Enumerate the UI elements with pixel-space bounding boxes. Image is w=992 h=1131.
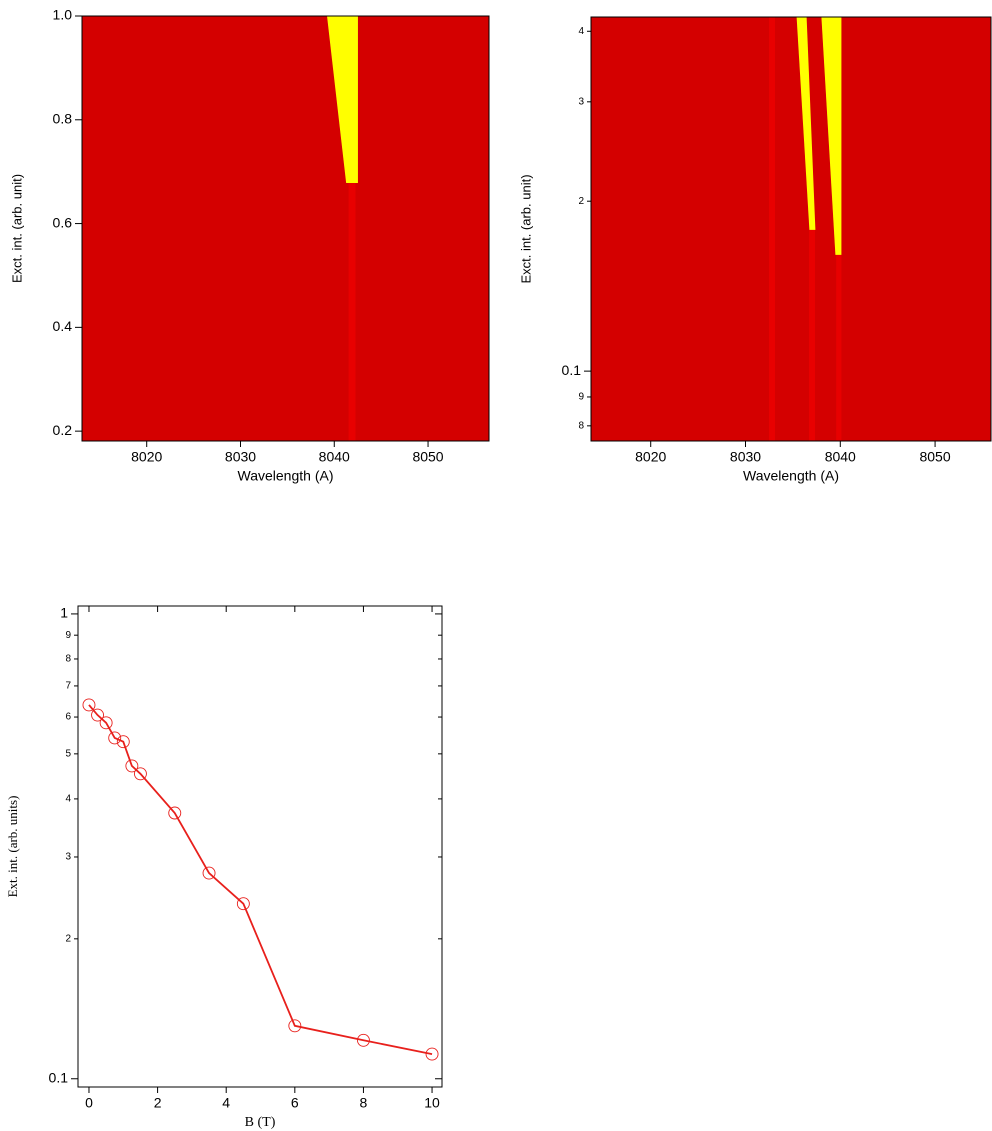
- y-tick-label: 9: [578, 392, 584, 403]
- y-tick-label: 3: [578, 96, 584, 107]
- x-axis-label: B (T): [245, 1115, 276, 1130]
- y-tick-label: 2: [65, 933, 71, 944]
- data-line: [88, 704, 433, 1055]
- x-tick-label: 8030: [225, 449, 256, 465]
- x-axis-label: Wavelength (A): [743, 468, 839, 484]
- y-tick-label: 4: [65, 794, 71, 805]
- data-point: [202, 866, 216, 880]
- y-tick-label: 0.2: [53, 422, 73, 438]
- data-point: [288, 1019, 302, 1033]
- y-tick-label: 0.8: [53, 110, 73, 126]
- data-point: [99, 716, 113, 730]
- data-point: [108, 731, 122, 745]
- heatmap-streak: [809, 229, 815, 441]
- y-axis-label: Exct. int. (arb. unit): [9, 174, 24, 283]
- x-tick-label: 8020: [635, 449, 666, 465]
- x-tick-label: 2: [154, 1095, 162, 1111]
- y-axis-label: Exct. int. (arb. unit): [518, 174, 533, 283]
- heatmap-bright-region: [821, 17, 842, 255]
- heatmap-streak: [769, 17, 775, 441]
- x-tick-label: 8: [360, 1095, 368, 1111]
- y-tick-label: 0.6: [53, 214, 73, 230]
- y-tick-label: 8: [65, 654, 71, 665]
- data-point: [425, 1047, 439, 1061]
- y-tick-label: 0.1: [49, 1069, 69, 1085]
- data-point: [125, 759, 139, 773]
- x-tick-label: 8050: [919, 449, 950, 465]
- plot-frame: [590, 16, 992, 442]
- x-tick-label: 0: [85, 1095, 93, 1111]
- y-tick-label: 1.0: [53, 7, 73, 23]
- y-tick-label: 3: [65, 852, 71, 863]
- heatmap-streak: [348, 181, 356, 441]
- x-tick-label: 4: [222, 1095, 230, 1111]
- plot-frame: [77, 605, 443, 1088]
- x-tick-label: 6: [291, 1095, 299, 1111]
- data-point: [133, 767, 147, 781]
- y-tick-label: 5: [65, 748, 71, 759]
- x-tick-label: 8040: [825, 449, 856, 465]
- x-tick-label: 8050: [412, 449, 443, 465]
- heatmap-bright-region: [327, 16, 358, 184]
- y-tick-label: 9: [65, 630, 71, 641]
- data-point: [82, 698, 96, 712]
- x-tick-label: 8020: [131, 449, 162, 465]
- y-tick-label: 8: [578, 420, 584, 431]
- y-axis-label: Ext. int. (arb. units): [5, 796, 20, 898]
- x-tick-label: 8040: [319, 449, 350, 465]
- data-point: [116, 735, 130, 749]
- y-tick-label: 4: [578, 26, 584, 37]
- y-tick-label: 0.1: [562, 362, 582, 378]
- y-tick-label: 7: [65, 681, 71, 692]
- y-tick-label: 2: [578, 196, 584, 207]
- y-tick-label: 0.4: [53, 318, 73, 334]
- plot-frame: [81, 15, 490, 442]
- x-tick-label: 10: [424, 1095, 440, 1111]
- data-point: [168, 806, 182, 820]
- heatmap-background: [82, 16, 489, 441]
- data-point: [356, 1033, 370, 1047]
- x-tick-label: 8030: [730, 449, 761, 465]
- heatmap-streak: [836, 254, 842, 441]
- data-point: [236, 897, 250, 911]
- x-axis-label: Wavelength (A): [238, 468, 334, 484]
- y-tick-label: 1: [60, 605, 68, 621]
- heatmap-background: [591, 17, 991, 441]
- y-tick-label: 6: [65, 712, 71, 723]
- heatmap-bright-region: [796, 17, 816, 230]
- data-point: [91, 708, 105, 722]
